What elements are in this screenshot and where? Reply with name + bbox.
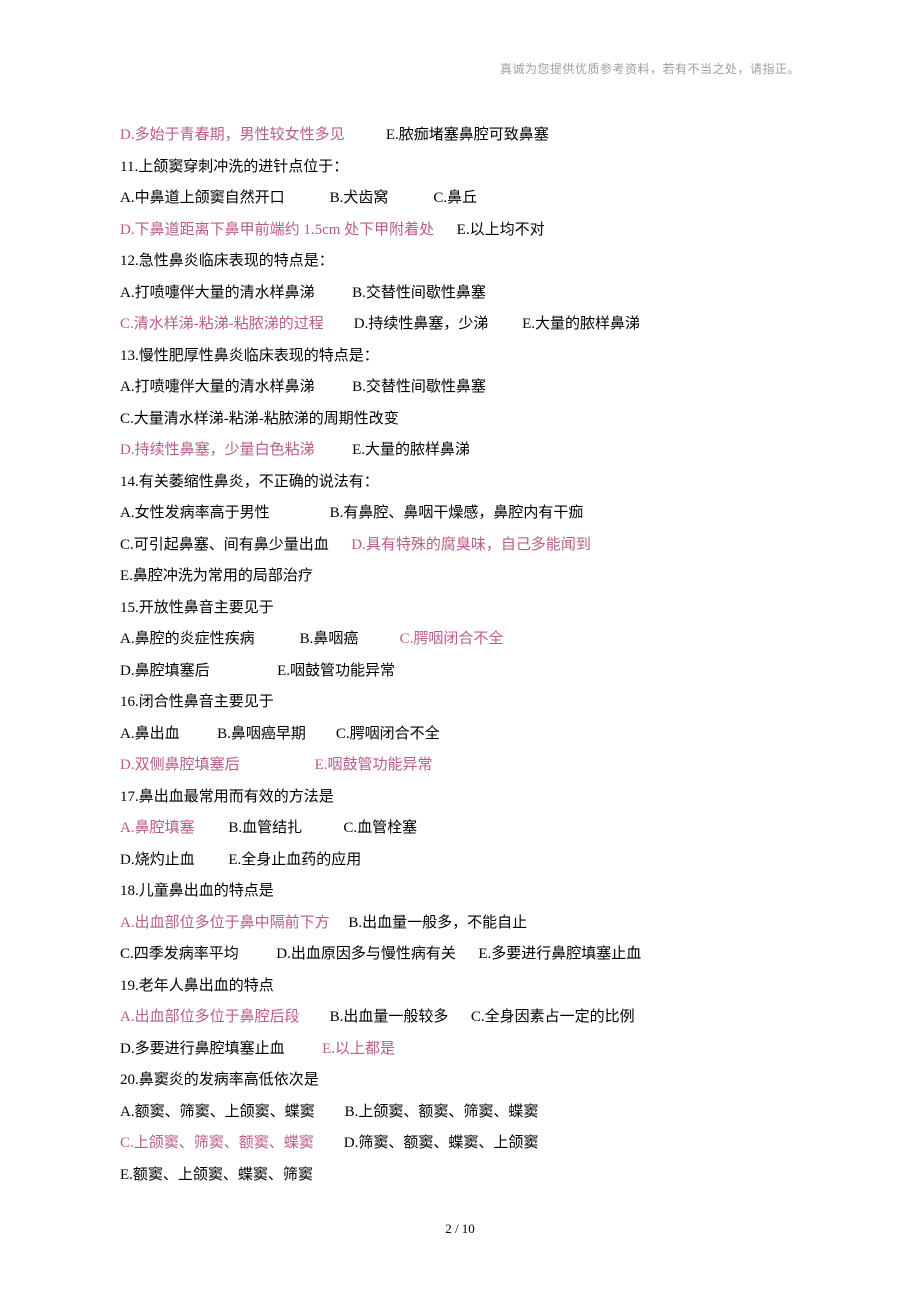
body-text: 11.上颌窦穿刺冲洗的进针点位于： [120, 159, 348, 175]
document-body: D.多始于青春期，男性较女性多见 E.脓痂堵塞鼻腔可致鼻塞 11.上颌窦穿刺冲洗的… [120, 120, 800, 1191]
text-line: C.清水样涕-粘涕-粘脓涕的过程 D.持续性鼻塞，少涕 E.大量的脓样鼻涕 [120, 309, 800, 341]
body-text: A.女性发病率高于男性 B.有鼻腔、鼻咽干燥感，鼻腔内有干痂 [120, 505, 583, 521]
body-text: A.打喷嚏伴大量的清水样鼻涕 B.交替性间歇性鼻塞 [120, 285, 486, 301]
text-line: C.可引起鼻塞、间有鼻少量出血 D.具有特殊的腐臭味，自己多能闻到 [120, 530, 800, 562]
text-line: 17.鼻出血最常用而有效的方法是 [120, 782, 800, 814]
body-text: 19.老年人鼻出血的特点 [120, 978, 274, 994]
answer-text: D.持续性鼻塞，少量白色粘涕 [120, 442, 315, 458]
answer-text: E.咽鼓管功能异常 [315, 757, 433, 773]
text-line: A.打喷嚏伴大量的清水样鼻涕 B.交替性间歇性鼻塞 [120, 278, 800, 310]
text-line: 19.老年人鼻出血的特点 [120, 971, 800, 1003]
text-line: 13.慢性肥厚性鼻炎临床表现的特点是： [120, 341, 800, 373]
text-line: A.鼻腔的炎症性疾病 B.鼻咽癌 C.腭咽闭合不全 [120, 624, 800, 656]
body-text: E.额窦、上颌窦、蝶窦、筛窦 [120, 1167, 313, 1183]
body-text: 20.鼻窦炎的发病率高低依次是 [120, 1072, 319, 1088]
body-text: 17.鼻出血最常用而有效的方法是 [120, 789, 334, 805]
answer-text: D.多始于青春期，男性较女性多见 [120, 127, 345, 143]
text-line: 16.闭合性鼻音主要见于 [120, 687, 800, 719]
text-line: 20.鼻窦炎的发病率高低依次是 [120, 1065, 800, 1097]
text-line: D.多始于青春期，男性较女性多见 E.脓痂堵塞鼻腔可致鼻塞 [120, 120, 800, 152]
body-text: 16.闭合性鼻音主要见于 [120, 694, 274, 710]
body-text [240, 757, 315, 773]
body-text: D.鼻腔填塞后 E.咽鼓管功能异常 [120, 663, 395, 679]
text-line: 12.急性鼻炎临床表现的特点是： [120, 246, 800, 278]
answer-text: E.以上都是 [322, 1041, 395, 1057]
body-text: A.鼻腔的炎症性疾病 B.鼻咽癌 [120, 631, 400, 647]
text-line: A.额窦、筛窦、上颌窦、蝶窦 B.上颌窦、额窦、筛窦、蝶窦 [120, 1097, 800, 1129]
text-line: A.出血部位多位于鼻中隔前下方 B.出血量一般多，不能自止 [120, 908, 800, 940]
body-text: 13.慢性肥厚性鼻炎临床表现的特点是： [120, 348, 379, 364]
text-line: D.烧灼止血 E.全身止血药的应用 [120, 845, 800, 877]
answer-text: A.出血部位多位于鼻腔后段 [120, 1009, 300, 1025]
text-line: C.大量清水样涕-粘涕-粘脓涕的周期性改变 [120, 404, 800, 436]
body-text: A.中鼻道上颌窦自然开口 B.犬齿窝 C.鼻丘 [120, 190, 477, 206]
body-text: 15.开放性鼻音主要见于 [120, 600, 274, 616]
text-line: C.上颌窦、筛窦、额窦、蝶窦 D.筛窦、额窦、蝶窦、上颌窦 [120, 1128, 800, 1160]
body-text: D.烧灼止血 E.全身止血药的应用 [120, 852, 361, 868]
answer-text: C.上颌窦、筛窦、额窦、蝶窦 [120, 1135, 314, 1151]
answer-text: D.下鼻道距离下鼻甲前端约 1.5cm 处下甲附着处 [120, 222, 434, 238]
text-line: E.额窦、上颌窦、蝶窦、筛窦 [120, 1160, 800, 1192]
body-text: C.可引起鼻塞、间有鼻少量出血 [120, 537, 351, 553]
answer-text: A.出血部位多位于鼻中隔前下方 [120, 915, 330, 931]
text-line: A.鼻腔填塞 B.血管结扎 C.血管栓塞 [120, 813, 800, 845]
answer-text: C.清水样涕-粘涕-粘脓涕的过程 [120, 316, 324, 332]
body-text: C.四季发病率平均 D.出血原因多与慢性病有关 E.多要进行鼻腔填塞止血 [120, 946, 641, 962]
body-text: E.鼻腔冲洗为常用的局部治疗 [120, 568, 313, 584]
text-line: D.双侧鼻腔填塞后 E.咽鼓管功能异常 [120, 750, 800, 782]
body-text: D.持续性鼻塞，少涕 E.大量的脓样鼻涕 [324, 316, 640, 332]
body-text: A.额窦、筛窦、上颌窦、蝶窦 B.上颌窦、额窦、筛窦、蝶窦 [120, 1104, 538, 1120]
body-text: A.打喷嚏伴大量的清水样鼻涕 B.交替性间歇性鼻塞 [120, 379, 486, 395]
text-line: D.下鼻道距离下鼻甲前端约 1.5cm 处下甲附着处 E.以上均不对 [120, 215, 800, 247]
text-line: D.持续性鼻塞，少量白色粘涕 E.大量的脓样鼻涕 [120, 435, 800, 467]
text-line: A.打喷嚏伴大量的清水样鼻涕 B.交替性间歇性鼻塞 [120, 372, 800, 404]
header-note: 真诚为您提供优质参考资料，若有不当之处，请指正。 [500, 60, 800, 77]
text-line: C.四季发病率平均 D.出血原因多与慢性病有关 E.多要进行鼻腔填塞止血 [120, 939, 800, 971]
text-line: D.多要进行鼻腔填塞止血 E.以上都是 [120, 1034, 800, 1066]
answer-text: A.鼻腔填塞 [120, 820, 195, 836]
body-text: B.血管结扎 C.血管栓塞 [195, 820, 418, 836]
text-line: 18.儿童鼻出血的特点是 [120, 876, 800, 908]
page-footer: 2 / 10 [120, 1221, 800, 1237]
body-text: 14.有关萎缩性鼻炎，不正确的说法有： [120, 474, 379, 490]
body-text: 12.急性鼻炎临床表现的特点是： [120, 253, 334, 269]
body-text: E.脓痂堵塞鼻腔可致鼻塞 [345, 127, 549, 143]
answer-text: D.具有特殊的腐臭味，自己多能闻到 [351, 537, 591, 553]
text-line: 15.开放性鼻音主要见于 [120, 593, 800, 625]
answer-text: D.双侧鼻腔填塞后 [120, 757, 240, 773]
body-text: 18.儿童鼻出血的特点是 [120, 883, 274, 899]
text-line: A.中鼻道上颌窦自然开口 B.犬齿窝 C.鼻丘 [120, 183, 800, 215]
text-line: A.女性发病率高于男性 B.有鼻腔、鼻咽干燥感，鼻腔内有干痂 [120, 498, 800, 530]
body-text: C.大量清水样涕-粘涕-粘脓涕的周期性改变 [120, 411, 399, 427]
body-text: E.大量的脓样鼻涕 [315, 442, 470, 458]
body-text: D.多要进行鼻腔填塞止血 [120, 1041, 322, 1057]
answer-text: C.腭咽闭合不全 [400, 631, 504, 647]
body-text: B.出血量一般多，不能自止 [330, 915, 528, 931]
text-line: 11.上颌窦穿刺冲洗的进针点位于： [120, 152, 800, 184]
body-text: E.以上均不对 [434, 222, 544, 238]
body-text: B.出血量一般较多 C.全身因素占一定的比例 [300, 1009, 635, 1025]
text-line: E.鼻腔冲洗为常用的局部治疗 [120, 561, 800, 593]
body-text: A.鼻出血 B.鼻咽癌早期 C.腭咽闭合不全 [120, 726, 440, 742]
text-line: A.出血部位多位于鼻腔后段 B.出血量一般较多 C.全身因素占一定的比例 [120, 1002, 800, 1034]
body-text: D.筛窦、额窦、蝶窦、上颌窦 [314, 1135, 539, 1151]
text-line: D.鼻腔填塞后 E.咽鼓管功能异常 [120, 656, 800, 688]
text-line: 14.有关萎缩性鼻炎，不正确的说法有： [120, 467, 800, 499]
text-line: A.鼻出血 B.鼻咽癌早期 C.腭咽闭合不全 [120, 719, 800, 751]
